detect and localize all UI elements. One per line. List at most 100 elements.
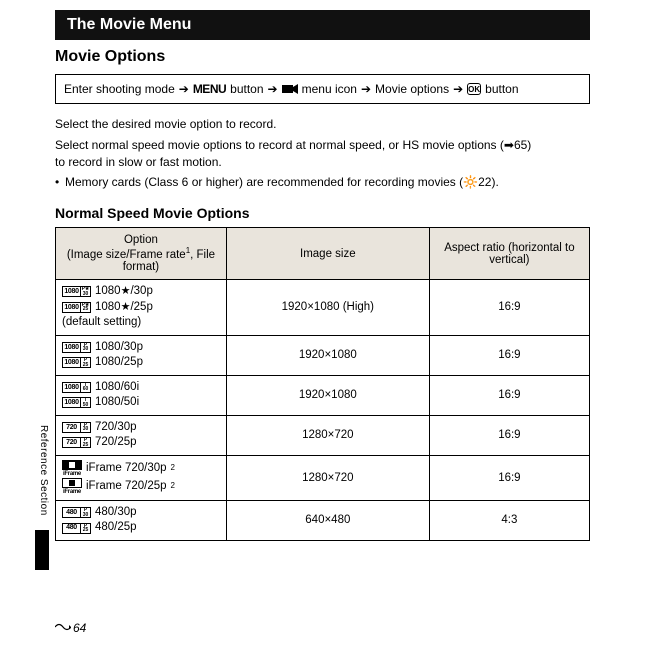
option-text: iFrame 720/30p [86, 461, 167, 477]
menu-button-label: MENU [193, 82, 226, 96]
aspect-ratio-cell: 16:9 [429, 415, 589, 455]
option-cell: 720P30 720/30p 720P25 720/25p [56, 415, 227, 455]
resolution-icon: 720P30 [62, 422, 91, 433]
table-header-row: Option (Image size/Frame rate1, File for… [56, 228, 590, 280]
option-line: iFrame iFrame 720/25p 2 [62, 478, 220, 496]
option-line: 480P30480/30p [62, 505, 220, 521]
option-text: 720/30p [95, 420, 137, 436]
sup: 2 [171, 463, 175, 474]
iframe-icon: iFrame [62, 460, 82, 478]
sup: 2 [171, 481, 175, 492]
col-header-aspect: Aspect ratio (horizontal to vertical) [429, 228, 589, 280]
option-text: 720/25p [95, 435, 137, 451]
rate-pill: P★30 [81, 286, 91, 297]
option-line: (default setting) [62, 315, 220, 331]
resolution-icon: 480P25 [62, 523, 91, 534]
option-text: 1080/25p [95, 355, 143, 371]
resolution-icon: 480P30 [62, 507, 91, 518]
option-line: 1080i50 1080/50i [62, 395, 220, 411]
image-size-cell: 640×480 [226, 500, 429, 540]
iframe-block [62, 478, 82, 488]
option-text: 1080/50i [95, 395, 139, 411]
text: (Image size/Frame rate [67, 249, 186, 261]
option-line: 480P25480/25p [62, 520, 220, 536]
paragraph: Select the desired movie option to recor… [55, 116, 590, 133]
arrow-icon: ➔ [453, 82, 463, 96]
res-pill: 1080 [62, 397, 81, 408]
table-row: 1080P301080/30p1080P251080/25p1920×10801… [56, 335, 590, 375]
aspect-ratio-cell: 4:3 [429, 500, 589, 540]
option-text: iFrame 720/25p [86, 479, 167, 495]
option-line: 1080P251080/25p [62, 355, 220, 371]
option-line: 1080i60 1080/60i [62, 380, 220, 396]
section-title: Movie Options [55, 48, 590, 66]
movie-menu-icon [282, 83, 298, 95]
rate-pill: P★25 [81, 302, 91, 313]
res-pill: 1080 [62, 286, 81, 297]
nav-word: button [485, 82, 518, 96]
col-header-size: Image size [226, 228, 429, 280]
rate-pill: i60 [81, 382, 91, 393]
option-cell: 480P30480/30p480P25480/25p [56, 500, 227, 540]
option-cell: 1080P30 1080/30p1080P251080/25p [56, 335, 227, 375]
text: Memory cards (Class 6 or higher) are rec… [65, 175, 463, 189]
table-row: iFrame iFrame 720/30p 2 iFrame iFrame 720/25… [56, 455, 590, 500]
option-text: 1080/60i [95, 380, 139, 396]
rate-pill: P30 [81, 422, 91, 433]
arrow-icon: ➔ [361, 82, 371, 96]
rate-pill: i50 [81, 397, 91, 408]
iframe-block [62, 460, 82, 470]
chapter-bar: The Movie Menu [55, 10, 590, 40]
image-size-cell: 1280×720 [226, 455, 429, 500]
image-size-cell: 1920×1080 [226, 335, 429, 375]
resolution-icon: 1080i50 [62, 397, 91, 408]
side-marker [35, 530, 49, 570]
nav-path-box: Enter shooting mode ➔ MENU button ➔ menu… [55, 74, 590, 104]
aspect-ratio-cell: 16:9 [429, 280, 589, 336]
res-pill: 720 [62, 437, 81, 448]
resolution-icon: 1080P★30 [62, 286, 91, 297]
resolution-icon: 1080P★25 [62, 302, 91, 313]
res-pill: 1080 [62, 302, 81, 313]
aspect-ratio-cell: 16:9 [429, 335, 589, 375]
options-table: Option (Image size/Frame rate1, File for… [55, 227, 590, 541]
iframe-label: iFrame [63, 488, 81, 496]
iframe-icon: iFrame [62, 478, 82, 496]
resolution-icon: 1080i60 [62, 382, 91, 393]
rate-pill: P25 [81, 523, 91, 534]
page: The Movie Menu Movie Options Enter shoot… [0, 10, 645, 651]
arrow-icon: ➔ [268, 82, 278, 96]
aspect-ratio-cell: 16:9 [429, 375, 589, 415]
option-text: 1080★/25p [95, 300, 153, 316]
table-row: 480P30480/30p480P25480/25p640×4804:3 [56, 500, 590, 540]
page-number-text: 64 [73, 621, 86, 635]
page-ref-icon [55, 621, 71, 635]
resolution-icon: 720P25 [62, 437, 91, 448]
option-cell: 1080i60 1080/60i 1080i50 1080/50i [56, 375, 227, 415]
ref-text: 22). [478, 175, 499, 189]
table-row: 720P30720/30p720P25720/25p1280×72016:9 [56, 415, 590, 455]
aspect-ratio-cell: 16:9 [429, 455, 589, 500]
ok-button-icon: OK [467, 83, 481, 95]
text: Option [124, 234, 158, 246]
option-cell: 1080P★30 1080★/30p 1080P★25 1080★/25p(defau… [56, 280, 227, 336]
option-line: iFrame iFrame 720/30p 2 [62, 460, 220, 478]
arrow-icon: ➔ [179, 82, 189, 96]
resolution-icon: 1080P30 [62, 342, 91, 353]
option-line: 1080P★25 1080★/25p [62, 300, 220, 316]
col-header-option: Option (Image size/Frame rate1, File for… [56, 228, 227, 280]
rate-pill: P30 [81, 507, 91, 518]
res-pill: 1080 [62, 357, 81, 368]
option-text: 1080★/30p [95, 284, 153, 300]
option-line: 720P30 720/30p [62, 420, 220, 436]
ref-text: 65) [514, 138, 531, 152]
option-line: 1080P30 1080/30p [62, 340, 220, 356]
image-size-cell: 1920×1080 [226, 375, 429, 415]
table-row: 1080i601080/60i1080i501080/50i1920×10801… [56, 375, 590, 415]
iframe-label: iFrame [63, 470, 81, 478]
option-text: 1080/30p [95, 340, 143, 356]
rate-pill: P30 [81, 342, 91, 353]
res-pill: 480 [62, 523, 81, 534]
side-section-label: Reference Section [38, 425, 49, 516]
nav-word: menu icon [302, 82, 357, 96]
